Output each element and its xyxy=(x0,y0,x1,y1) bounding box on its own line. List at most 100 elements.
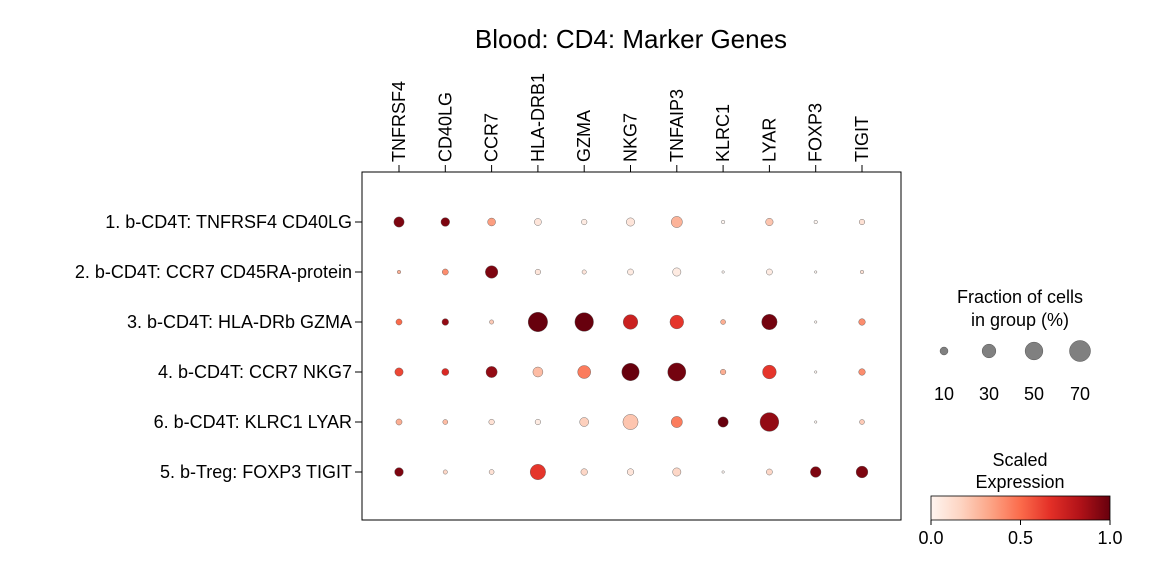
dot xyxy=(672,467,682,477)
colorbar-tick-label: 0.5 xyxy=(1008,528,1033,548)
gene-label: KLRC1 xyxy=(713,104,733,162)
dot xyxy=(670,416,683,428)
dot xyxy=(622,414,639,430)
dot xyxy=(759,412,779,432)
gene-label: CD40LG xyxy=(435,92,455,162)
dot xyxy=(721,220,726,224)
gene-label: CCR7 xyxy=(482,113,502,162)
dot xyxy=(440,217,450,227)
gene-labels: TNFRSF4 CD40LG CCR7 HLA-DRB1 GZMA NKG7 TNFAIP3… xyxy=(389,73,872,172)
dot xyxy=(393,216,405,228)
dot xyxy=(855,465,869,479)
size-legend-items: 10 30 50 70 xyxy=(934,340,1091,404)
dot xyxy=(621,363,640,381)
size-legend-dot xyxy=(981,343,997,359)
dot xyxy=(488,418,495,426)
size-legend-label: 50 xyxy=(1024,384,1044,404)
color-legend-title-line-2: Expression xyxy=(975,472,1064,492)
size-legend-label: 30 xyxy=(979,384,999,404)
dot xyxy=(627,268,634,276)
size-legend-label: 70 xyxy=(1070,384,1090,404)
group-labels: 1. b-CD4T: TNFRSF4 CD40LG 2. b-CD4T: CCR7… xyxy=(75,212,362,482)
dot xyxy=(397,270,401,274)
gene-label: GZMA xyxy=(574,110,594,162)
dot xyxy=(672,267,682,277)
dot xyxy=(622,314,639,330)
dot xyxy=(626,217,635,227)
gene-label: TIGIT xyxy=(852,116,872,162)
colorbar-tick-label: 1.0 xyxy=(1097,528,1122,548)
dot xyxy=(529,464,546,480)
dot xyxy=(395,318,403,326)
dot xyxy=(814,320,818,324)
dot xyxy=(534,418,541,426)
dot xyxy=(487,217,496,227)
dot xyxy=(813,220,818,224)
size-legend-title-line-2: in group (%) xyxy=(971,310,1069,330)
size-legend: Fraction of cells in group (%) 10 30 50 70 xyxy=(934,287,1091,404)
dot xyxy=(580,468,588,476)
dot xyxy=(394,367,404,377)
gene-label: LYAR xyxy=(759,118,779,162)
dot xyxy=(581,269,587,275)
dot xyxy=(442,268,449,276)
dot xyxy=(574,312,594,332)
dot xyxy=(814,420,818,424)
size-legend-dot xyxy=(939,346,949,356)
gene-label: NKG7 xyxy=(621,113,641,162)
dot xyxy=(577,365,591,379)
dot xyxy=(860,270,864,274)
dot xyxy=(488,469,495,475)
dot xyxy=(858,368,866,376)
dot xyxy=(667,362,687,382)
dot xyxy=(489,319,494,325)
colorbar-tick-label: 0.0 xyxy=(918,528,943,548)
dot xyxy=(485,366,498,378)
dot xyxy=(761,314,778,330)
dot xyxy=(721,470,725,474)
size-legend-title-line-1: Fraction of cells xyxy=(957,287,1083,307)
colorbar xyxy=(930,495,1111,521)
dot xyxy=(814,370,818,374)
dot xyxy=(766,468,773,476)
dot xyxy=(395,418,403,426)
dot xyxy=(810,466,822,478)
dot xyxy=(858,318,866,326)
dot xyxy=(441,318,449,326)
dot xyxy=(717,416,729,428)
colorbar-ticks: 0.0 0.5 1.0 xyxy=(918,520,1123,548)
dot xyxy=(534,218,542,226)
dot xyxy=(532,366,544,378)
color-legend: Scaled Expression 0.0 0.5 1.0 xyxy=(918,450,1122,548)
dot xyxy=(581,218,588,226)
gene-label: FOXP3 xyxy=(806,103,826,162)
size-legend-label: 10 xyxy=(934,384,954,404)
dot xyxy=(814,270,818,274)
dot xyxy=(720,319,726,325)
dot xyxy=(721,270,725,274)
dot xyxy=(394,467,404,477)
dot xyxy=(579,417,589,427)
color-legend-title-line-1: Scaled xyxy=(992,450,1047,470)
dot xyxy=(485,265,499,279)
dot xyxy=(859,419,865,425)
dots-layer xyxy=(393,216,869,480)
group-label: 6. b-CD4T: KLRC1 LYAR xyxy=(154,412,352,432)
gene-label: HLA-DRB1 xyxy=(528,73,548,162)
dot xyxy=(670,216,683,228)
dot xyxy=(442,419,449,425)
dot xyxy=(527,312,548,332)
dot xyxy=(669,314,684,330)
group-label: 1. b-CD4T: TNFRSF4 CD40LG xyxy=(105,212,352,232)
dot xyxy=(762,364,777,380)
dot xyxy=(720,368,727,376)
size-legend-dot xyxy=(1024,341,1044,361)
group-label: 4. b-CD4T: CCR7 NKG7 xyxy=(158,362,352,382)
plot-frame xyxy=(361,171,902,521)
dot xyxy=(442,469,448,475)
dot xyxy=(534,268,541,276)
dot xyxy=(858,218,866,226)
dot xyxy=(626,468,635,476)
group-label: 2. b-CD4T: CCR7 CD45RA-protein xyxy=(75,262,352,282)
